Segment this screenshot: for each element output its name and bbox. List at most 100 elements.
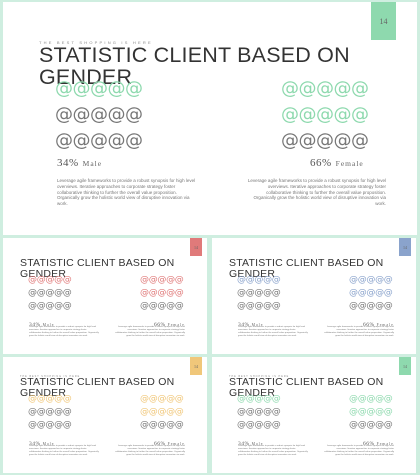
icon-row: @ @ @ @ @ xyxy=(140,300,184,313)
at-person-icon: @ xyxy=(245,301,255,311)
at-person-icon: @ xyxy=(316,78,334,99)
at-person-icon: @ xyxy=(174,394,184,404)
slide-number: 14 xyxy=(403,363,407,369)
at-person-icon: @ xyxy=(140,420,149,430)
icon-row: @ @ @ @ @ xyxy=(140,419,184,432)
at-person-icon: @ xyxy=(72,104,91,125)
at-person-icon: @ xyxy=(245,394,255,404)
eyebrow-text: THE BEST SHOPPING IS HERE xyxy=(229,375,290,378)
at-person-icon: @ xyxy=(62,394,72,404)
icon-row: @ @ @ @ @ xyxy=(55,76,143,102)
at-person-icon: @ xyxy=(45,275,55,285)
male-label: Male xyxy=(82,159,103,168)
at-person-icon: @ xyxy=(254,407,264,417)
paragraph-left: Leverage agile frameworks to provide a r… xyxy=(238,326,308,337)
female-stat: 66% Female xyxy=(310,153,364,171)
at-person-icon: @ xyxy=(366,301,376,311)
at-person-icon: @ xyxy=(62,420,72,430)
male-stat: 34% Male xyxy=(29,313,54,331)
at-person-icon: @ xyxy=(245,407,255,417)
male-label: Male xyxy=(251,442,264,446)
icon-row: @ @ @ @ @ xyxy=(28,300,72,313)
at-person-icon: @ xyxy=(254,394,264,404)
at-person-icon: @ xyxy=(45,301,55,311)
slide-number: 14 xyxy=(194,244,198,250)
male-icon-grid: @ @ @ @ @ @ @ @ @ @ @ @ @ @ @ xyxy=(237,274,281,313)
at-person-icon: @ xyxy=(62,275,72,285)
icon-row: @ @ @ @ @ xyxy=(349,274,393,287)
male-stat: 34% Male xyxy=(57,153,102,171)
icon-row: @ @ @ @ @ xyxy=(140,393,184,406)
at-person-icon: @ xyxy=(157,407,167,417)
male-stat: 34% Male xyxy=(238,432,263,450)
at-person-icon: @ xyxy=(28,301,37,311)
at-person-icon: @ xyxy=(351,104,369,125)
at-person-icon: @ xyxy=(157,275,167,285)
icon-row: @ @ @ @ @ xyxy=(140,287,184,300)
at-person-icon: @ xyxy=(375,275,385,285)
at-person-icon: @ xyxy=(366,407,376,417)
slide-number-badge: 14 xyxy=(190,357,202,375)
at-person-icon: @ xyxy=(375,301,385,311)
at-person-icon: @ xyxy=(375,394,385,404)
at-person-icon: @ xyxy=(263,420,273,430)
slide-title: STATISTIC CLIENT BASED ON GENDER xyxy=(229,257,384,280)
at-person-icon: @ xyxy=(271,394,281,404)
at-person-icon: @ xyxy=(157,420,167,430)
at-person-icon: @ xyxy=(375,407,385,417)
paragraph-right: Leverage agile frameworks to provide a r… xyxy=(115,445,185,456)
icon-row: @ @ @ @ @ xyxy=(140,274,184,287)
slide-thumb-yellow[interactable]: 14 THE BEST SHOPPING IS HERE STATISTIC C… xyxy=(3,357,207,473)
at-person-icon: @ xyxy=(383,275,393,285)
icon-row: @ @ @ @ @ xyxy=(237,287,281,300)
at-person-icon: @ xyxy=(349,301,358,311)
at-person-icon: @ xyxy=(357,407,367,417)
icon-row: @ @ @ @ @ xyxy=(28,393,72,406)
at-person-icon: @ xyxy=(281,104,299,125)
at-person-icon: @ xyxy=(351,130,369,151)
at-person-icon: @ xyxy=(254,420,264,430)
at-person-icon: @ xyxy=(54,288,64,298)
slide-thumb-green[interactable]: 14 THE BEST SHOPPING IS HERE STATISTIC C… xyxy=(212,357,416,473)
icon-row: @ @ @ @ @ xyxy=(349,393,393,406)
paragraph-right: Leverage agile frameworks to provide a r… xyxy=(115,326,185,337)
slide-thumb-red[interactable]: 14 STATISTIC CLIENT BASED ON GENDER @ @ @ @… xyxy=(3,238,207,354)
at-person-icon: @ xyxy=(166,394,176,404)
male-percent: 34% xyxy=(57,157,79,169)
at-person-icon: @ xyxy=(36,288,46,298)
at-person-icon: @ xyxy=(254,288,264,298)
at-person-icon: @ xyxy=(316,104,334,125)
female-icon-grid: @ @ @ @ @ @ @ @ @ @ @ @ @ @ @ xyxy=(349,274,393,313)
icon-row: @ @ @ @ @ xyxy=(237,393,281,406)
icon-row: @ @ @ @ @ xyxy=(349,406,393,419)
paragraph-right: Leverage agile frameworks to provide a r… xyxy=(324,326,394,337)
icon-row: @ @ @ @ @ xyxy=(28,406,72,419)
at-person-icon: @ xyxy=(174,420,184,430)
at-person-icon: @ xyxy=(45,394,55,404)
at-person-icon: @ xyxy=(166,420,176,430)
at-person-icon: @ xyxy=(107,78,126,99)
at-person-icon: @ xyxy=(357,420,367,430)
at-person-icon: @ xyxy=(157,288,167,298)
at-person-icon: @ xyxy=(140,394,149,404)
at-person-icon: @ xyxy=(36,394,46,404)
at-person-icon: @ xyxy=(36,420,46,430)
slide-number-badge: 14 xyxy=(190,238,202,256)
at-person-icon: @ xyxy=(54,394,64,404)
slide-thumb-blue[interactable]: 14 STATISTIC CLIENT BASED ON GENDER @ @ @ @… xyxy=(212,238,416,354)
slide-main[interactable]: 14 THE BEST SHOPPING IS HERE STATISTIC C… xyxy=(3,2,417,235)
slide-number: 14 xyxy=(403,244,407,250)
at-person-icon: @ xyxy=(383,420,393,430)
at-person-icon: @ xyxy=(271,288,281,298)
paragraph-right: Leverage agile frameworks to provide a r… xyxy=(247,178,386,207)
at-person-icon: @ xyxy=(28,420,37,430)
female-label: Female xyxy=(167,442,185,446)
slide-title: STATISTIC CLIENT BASED ON GENDER xyxy=(39,43,350,89)
at-person-icon: @ xyxy=(349,288,358,298)
at-person-icon: @ xyxy=(28,288,37,298)
at-person-icon: @ xyxy=(28,275,37,285)
at-person-icon: @ xyxy=(62,288,72,298)
at-person-icon: @ xyxy=(36,275,46,285)
at-person-icon: @ xyxy=(90,78,108,99)
at-person-icon: @ xyxy=(298,130,317,151)
